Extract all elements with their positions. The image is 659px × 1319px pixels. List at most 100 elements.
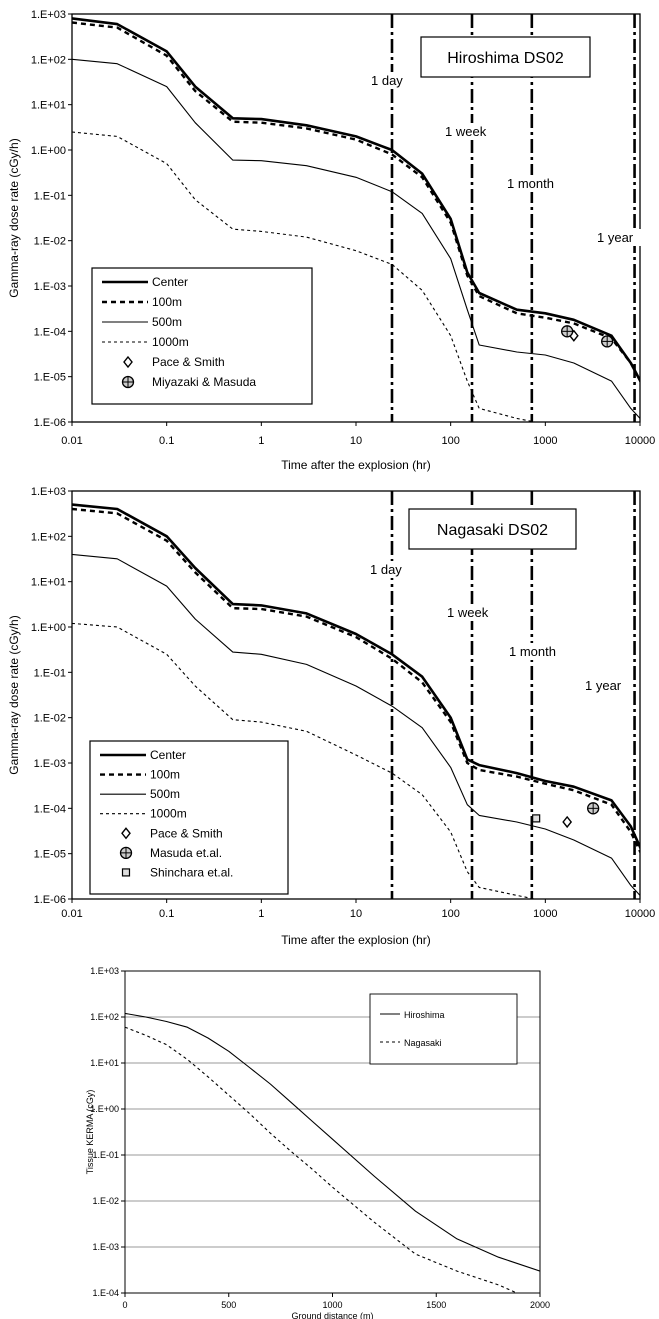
x-tick-label: 0.01 xyxy=(61,908,82,920)
y-tick-label: 1.E-05 xyxy=(34,849,66,861)
chart-title-box xyxy=(408,508,577,550)
legend-label: Nagasaki xyxy=(404,1038,442,1048)
y-tick-label: 1.E-04 xyxy=(34,326,66,338)
chart-1: 1.E-06 1.E-05 1.E-04 1.E-03 1.E-02 1.E-01 1.E+… xyxy=(7,9,655,472)
event-label: 1 week xyxy=(447,605,489,620)
event-label-bg xyxy=(443,604,495,621)
series-line-500m xyxy=(72,58,640,419)
y-axis-title: Gamma-ray dose rate (cGy/h) xyxy=(7,138,21,297)
data-point-masuda-et-al- xyxy=(587,802,600,815)
y-tick-label: 1.E-03 xyxy=(92,1242,119,1252)
x-tick-label: 100 xyxy=(441,908,459,920)
legend-label: 1000m xyxy=(150,807,187,821)
y-tick-label: 1.E-04 xyxy=(92,1288,119,1298)
data-point-miyazaki-masuda xyxy=(560,325,574,338)
event-label: 1 month xyxy=(509,644,556,659)
y-tick-label: 1.E-03 xyxy=(34,758,66,770)
y-tick-label: 1.E-01 xyxy=(92,1150,119,1160)
chart-3: 1.E-04 1.E-03 1.E-02 1.E-01 1.E+00 1.E+01 1.E+… xyxy=(85,966,550,1319)
x-tick-label: 100 xyxy=(441,435,459,447)
event-label: 1 day xyxy=(370,562,402,577)
y-tick-label: 1.E-06 xyxy=(34,417,66,429)
y-tick-label: 1.E+02 xyxy=(31,54,66,66)
event-label: 1 year xyxy=(585,678,622,693)
legend-label: 500m xyxy=(150,787,180,801)
y-tick-label: 1.E+01 xyxy=(31,577,66,589)
x-tick-label: 0 xyxy=(122,1300,127,1310)
event-label: 1 week xyxy=(445,124,487,139)
x-tick-label: 1000 xyxy=(533,435,557,447)
legend-box xyxy=(369,993,518,1065)
x-tick-label: 0.1 xyxy=(159,908,174,920)
series-line-100m xyxy=(72,21,640,384)
legend-marker xyxy=(121,375,135,389)
event-label-bg xyxy=(366,561,410,578)
y-tick-label: 1.E-04 xyxy=(34,803,66,815)
y-tick-label: 1.E-03 xyxy=(34,281,66,293)
y-tick-label: 1.E+00 xyxy=(90,1104,119,1114)
y-tick-label: 1.E-05 xyxy=(34,372,66,384)
series-line-center xyxy=(72,503,640,851)
event-label-bg xyxy=(581,677,633,694)
x-tick-label: 1000 xyxy=(322,1300,342,1310)
series-line-center xyxy=(72,17,640,384)
series-line-500m xyxy=(72,553,640,896)
event-label-bg xyxy=(503,175,562,192)
series-line-hiroshima xyxy=(125,1012,540,1272)
legend-label: Shinchara et.al. xyxy=(150,865,233,879)
series-line-1000m xyxy=(72,622,538,899)
y-tick-label: 1.E-06 xyxy=(34,894,66,906)
y-tick-label: 1.E+01 xyxy=(31,100,66,112)
x-tick-label: 2000 xyxy=(530,1300,550,1310)
event-label: 1 year xyxy=(597,230,634,245)
y-tick-label: 1.E+03 xyxy=(31,9,66,21)
y-axis-title: Tissue KERMA (cGy) xyxy=(85,1090,95,1175)
x-axis-title: Ground distance (m) xyxy=(291,1311,373,1319)
x-tick-label: 0.01 xyxy=(61,435,82,447)
legend-label: Hiroshima xyxy=(404,1010,445,1020)
legend-marker xyxy=(121,868,131,877)
legend-label: 100m xyxy=(152,295,182,309)
legend-label: Center xyxy=(150,748,186,762)
x-tick-label: 10000 xyxy=(625,435,656,447)
event-label: 1 month xyxy=(507,176,554,191)
y-tick-label: 1.E+02 xyxy=(31,531,66,543)
y-tick-label: 1.E+02 xyxy=(90,1012,119,1022)
event-label-bg xyxy=(593,229,645,246)
x-tick-label: 10 xyxy=(350,435,362,447)
event-label-bg xyxy=(505,643,564,660)
series-line-nagasaki xyxy=(125,1026,519,1293)
event-label-bg xyxy=(441,123,493,140)
legend-label: Miyazaki & Masuda xyxy=(152,375,256,389)
x-axis-title: Time after the explosion (hr) xyxy=(281,458,431,472)
data-point-miyazaki-masuda xyxy=(601,335,614,348)
x-tick-label: 10000 xyxy=(625,908,656,920)
y-tick-label: 1.E-01 xyxy=(34,190,66,202)
x-tick-label: 1000 xyxy=(533,908,557,920)
legend-marker xyxy=(121,827,131,840)
x-tick-label: 1500 xyxy=(426,1300,446,1310)
chart-title: Hiroshima DS02 xyxy=(447,50,564,67)
event-label-bg xyxy=(367,72,411,89)
x-tick-label: 500 xyxy=(221,1300,236,1310)
x-tick-label: 0.1 xyxy=(159,435,174,447)
data-point-shinchara-et-al- xyxy=(532,814,541,823)
y-axis-title: Gamma-ray dose rate (cGy/h) xyxy=(7,615,21,774)
x-tick-label: 1 xyxy=(258,435,264,447)
x-tick-label: 10 xyxy=(350,908,362,920)
y-tick-label: 1.E+03 xyxy=(90,966,119,976)
legend-label: Pace & Smith xyxy=(150,826,223,840)
legend-label: Pace & Smith xyxy=(152,355,225,369)
legend-label: Center xyxy=(152,275,188,289)
data-point-pace-smith xyxy=(562,815,573,829)
y-tick-label: 1.E+01 xyxy=(90,1058,119,1068)
legend-marker xyxy=(119,846,133,860)
y-tick-label: 1.E+00 xyxy=(31,622,66,634)
y-tick-label: 1.E-01 xyxy=(34,667,66,679)
legend-marker xyxy=(123,355,133,369)
y-tick-label: 1.E+03 xyxy=(31,486,66,498)
x-axis-title: Time after the explosion (hr) xyxy=(281,933,431,947)
chart-2: 1.E-06 1.E-05 1.E-04 1.E-03 1.E-02 1.E-01 1.E+… xyxy=(7,486,655,947)
y-tick-label: 1.E+00 xyxy=(31,145,66,157)
